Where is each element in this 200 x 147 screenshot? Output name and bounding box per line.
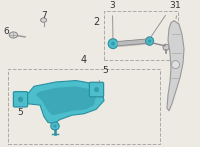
- Text: 5: 5: [17, 102, 23, 117]
- FancyBboxPatch shape: [89, 82, 104, 97]
- Polygon shape: [167, 21, 184, 111]
- Ellipse shape: [172, 61, 180, 69]
- FancyBboxPatch shape: [13, 92, 28, 107]
- Ellipse shape: [148, 39, 151, 43]
- Polygon shape: [23, 81, 104, 124]
- Ellipse shape: [51, 122, 59, 130]
- Text: 3: 3: [110, 1, 115, 39]
- Text: 7: 7: [41, 11, 46, 20]
- Ellipse shape: [41, 18, 47, 22]
- Text: 5: 5: [98, 66, 108, 84]
- Text: 2: 2: [94, 17, 100, 27]
- Ellipse shape: [95, 87, 99, 92]
- Ellipse shape: [146, 37, 154, 45]
- Bar: [8, 69, 160, 144]
- Ellipse shape: [18, 97, 23, 102]
- Ellipse shape: [9, 32, 18, 38]
- Ellipse shape: [163, 44, 169, 50]
- Ellipse shape: [108, 39, 118, 49]
- Polygon shape: [36, 86, 96, 115]
- Ellipse shape: [111, 42, 115, 46]
- Ellipse shape: [53, 125, 57, 128]
- Text: 3: 3: [151, 1, 175, 37]
- Bar: [104, 11, 178, 60]
- Text: 4: 4: [81, 55, 87, 65]
- Text: 1: 1: [175, 1, 181, 19]
- Text: 6: 6: [3, 27, 9, 36]
